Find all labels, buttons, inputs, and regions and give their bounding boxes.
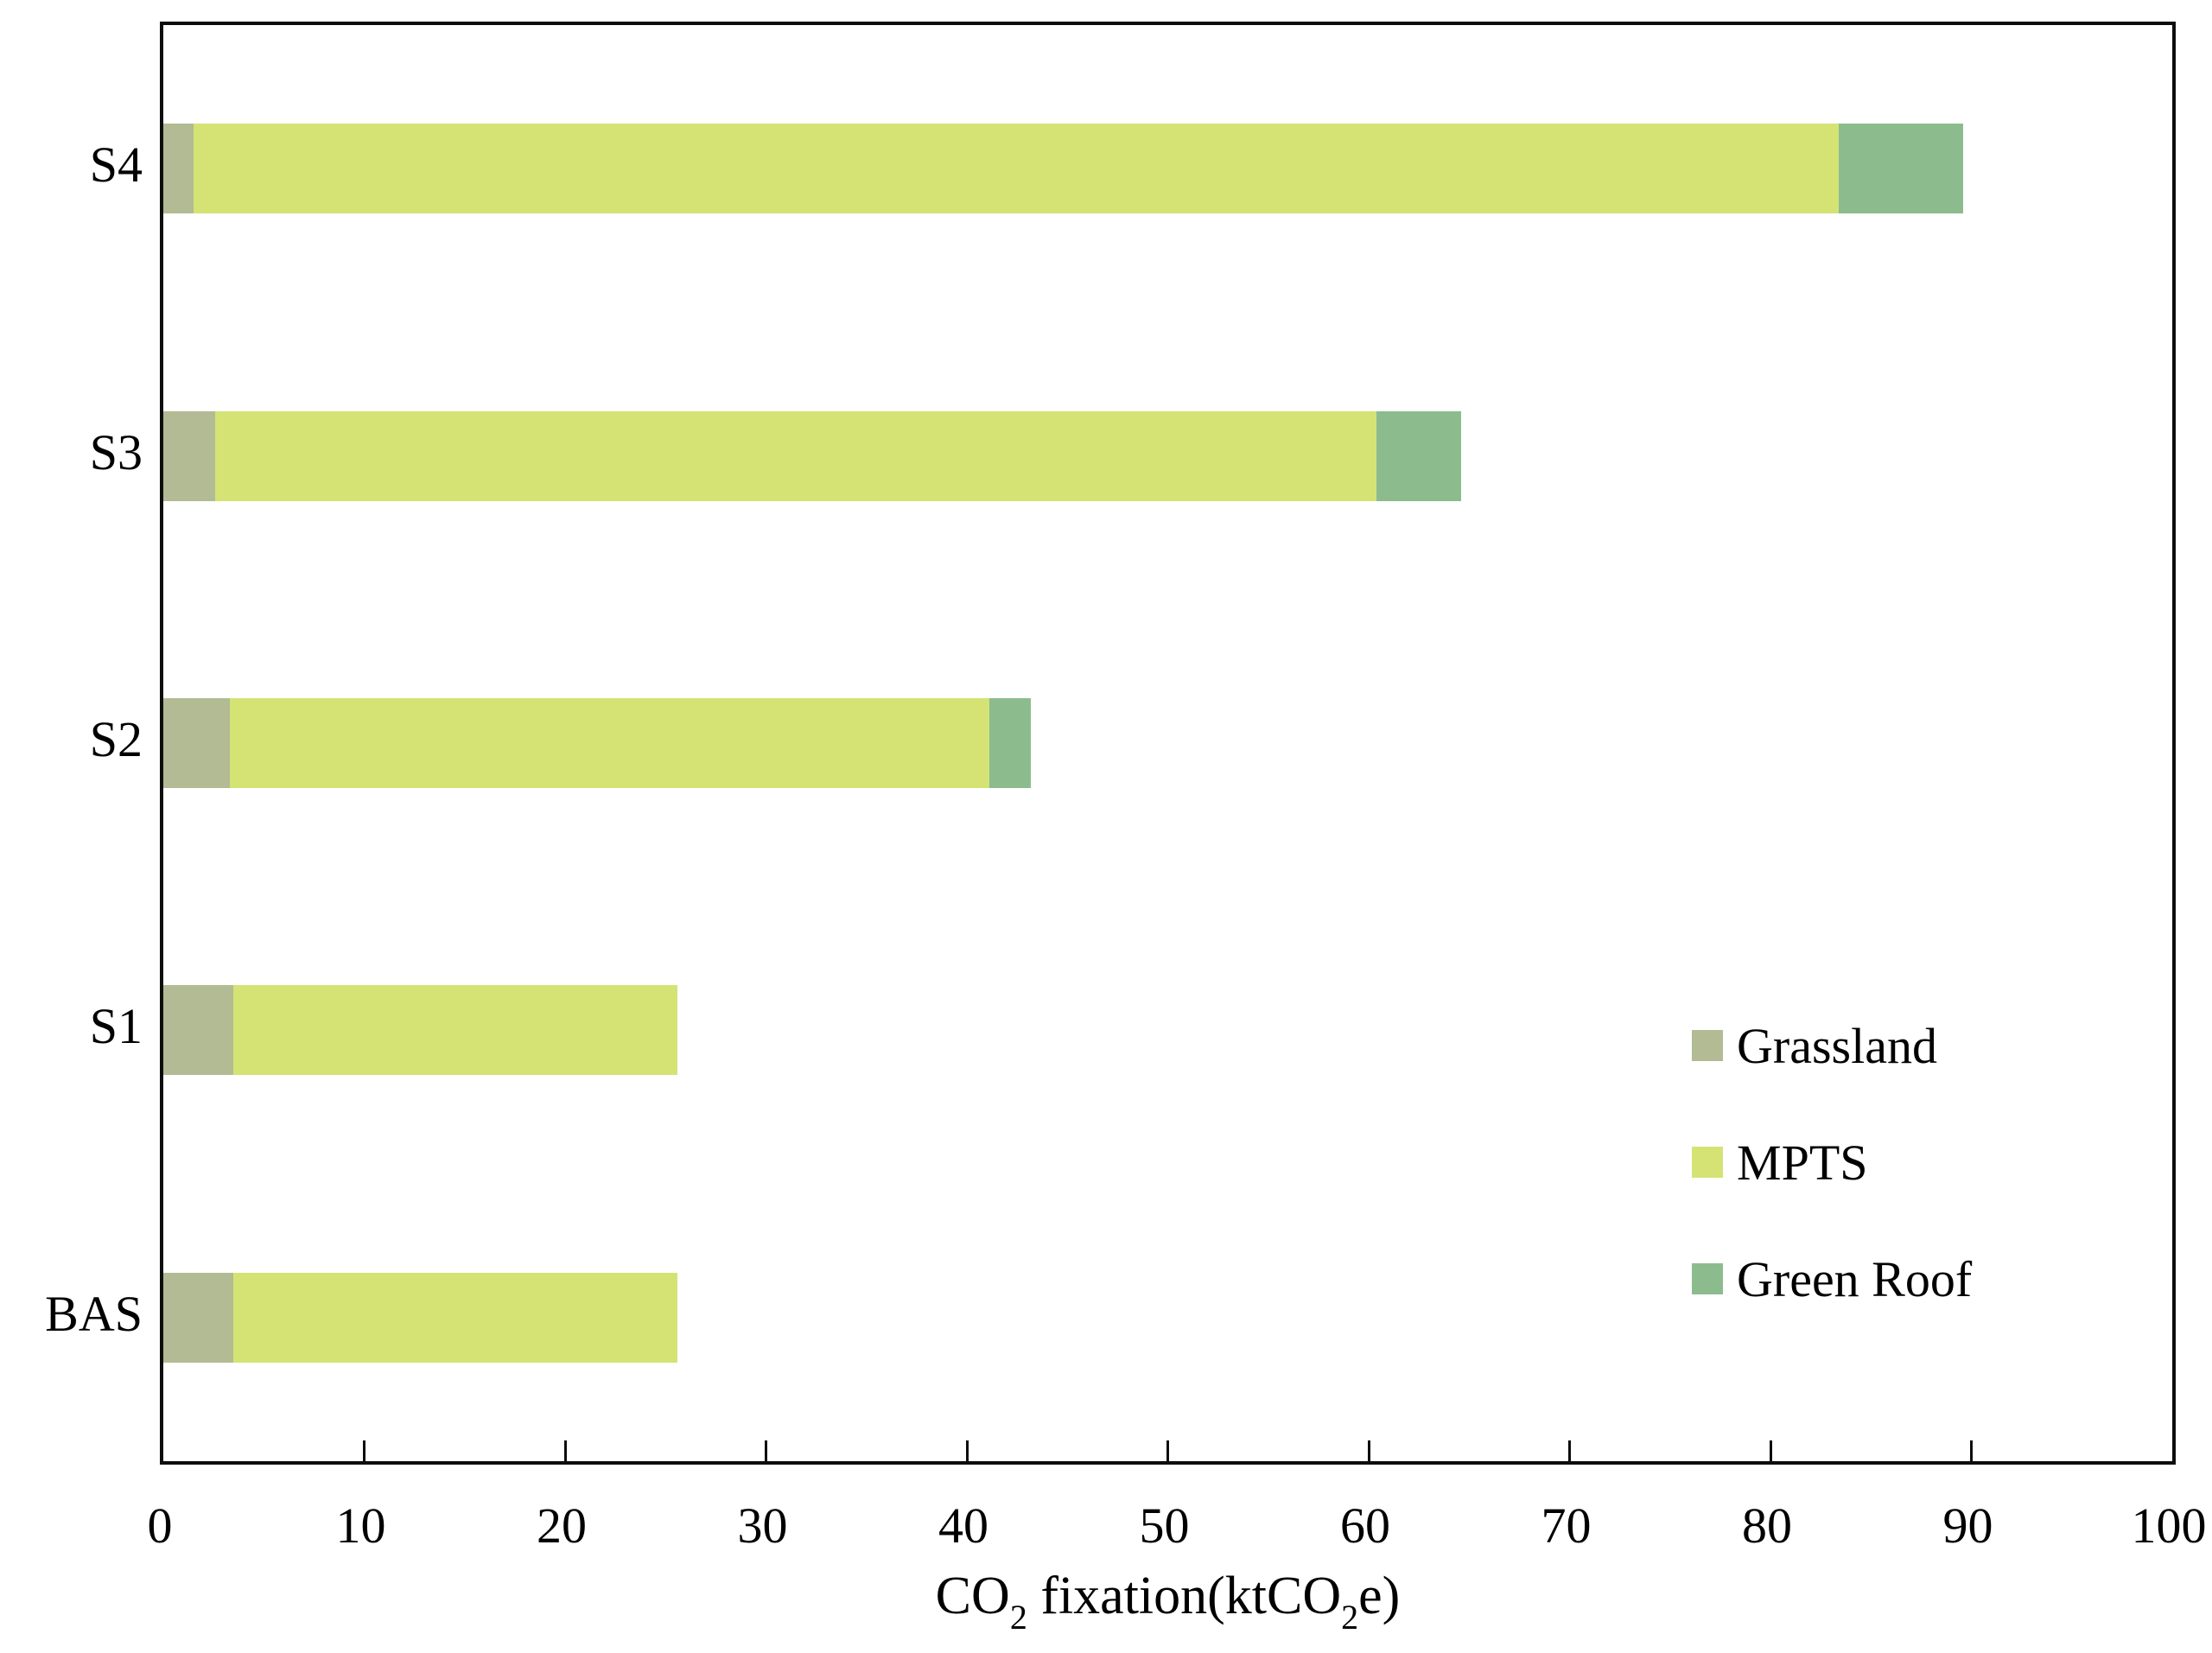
plot-area [160, 22, 2176, 1465]
bar-row-s3 [163, 410, 2172, 501]
x-tick-label-20: 20 [537, 1497, 587, 1554]
x-tick-mark-10 [363, 1440, 365, 1461]
x-tick-label-60: 60 [1340, 1497, 1390, 1554]
bar-segment-green-roof [988, 698, 1032, 788]
bar-segment-green-roof [1376, 410, 1461, 501]
y-category-label-s1: S1 [89, 998, 143, 1055]
legend-swatch-icon [1692, 1147, 1723, 1178]
bar-row-s4 [163, 124, 2172, 214]
legend-swatch-icon [1692, 1030, 1723, 1061]
legend-entry-grassland: Grassland [1692, 1011, 1937, 1080]
bar-segment-grassland [163, 1272, 234, 1363]
bar-segment-grassland [163, 985, 234, 1076]
y-category-label-bas: BAS [45, 1285, 143, 1342]
legend-label: Green Roof [1737, 1250, 1973, 1307]
x-axis-title-text: fixation(ktCO [1027, 1567, 1342, 1625]
x-tick-label-90: 90 [1942, 1497, 1993, 1554]
x-axis-title-subscript: 2 [1341, 1598, 1359, 1637]
bar-row-s2 [163, 698, 2172, 788]
bar-segment-grassland [163, 124, 194, 214]
y-category-label-s3: S3 [89, 423, 143, 480]
x-axis-title-subscript: 2 [1009, 1598, 1027, 1637]
x-tick-label-10: 10 [335, 1497, 386, 1554]
x-tick-mark-70 [1568, 1440, 1571, 1461]
x-axis-title-text: CO [935, 1567, 1010, 1625]
bar-segment-grassland [163, 698, 230, 788]
x-tick-mark-90 [1970, 1440, 1973, 1461]
bar-segment-mpts [233, 1272, 678, 1363]
legend-entry-green-roof: Green Roof [1692, 1244, 1972, 1313]
legend-label: Grassland [1737, 1017, 1937, 1074]
x-tick-mark-80 [1769, 1440, 1772, 1461]
x-axis-title: CO2 fixation(ktCO2e) [160, 1566, 2176, 1637]
bar-row-s1 [163, 985, 2172, 1076]
x-tick-label-50: 50 [1139, 1497, 1190, 1554]
legend-entry-mpts: MPTS [1692, 1128, 1868, 1197]
x-axis-title-text: e) [1358, 1567, 1401, 1625]
x-tick-mark-40 [965, 1440, 969, 1461]
x-tick-mark-50 [1166, 1440, 1169, 1461]
x-tick-mark-30 [765, 1440, 767, 1461]
x-tick-label-40: 40 [938, 1497, 988, 1554]
bar-segment-grassland [163, 410, 216, 501]
x-tick-label-100: 100 [2131, 1497, 2207, 1554]
bar-segment-mpts [193, 124, 1840, 214]
x-tick-label-80: 80 [1742, 1497, 1792, 1554]
legend-label: MPTS [1737, 1134, 1868, 1191]
legend-swatch-icon [1692, 1263, 1723, 1294]
x-tick-label-0: 0 [147, 1497, 173, 1554]
y-category-label-s4: S4 [89, 137, 143, 194]
x-tick-mark-20 [563, 1440, 567, 1461]
bar-segment-mpts [215, 410, 1377, 501]
x-tick-label-70: 70 [1541, 1497, 1592, 1554]
bar-segment-mpts [233, 985, 678, 1076]
y-category-label-s2: S2 [89, 711, 143, 767]
bar-segment-green-roof [1839, 124, 1964, 214]
bar-row-bas [163, 1272, 2172, 1363]
x-tick-mark-60 [1367, 1440, 1370, 1461]
x-tick-label-30: 30 [737, 1497, 788, 1554]
bar-segment-mpts [229, 698, 989, 788]
